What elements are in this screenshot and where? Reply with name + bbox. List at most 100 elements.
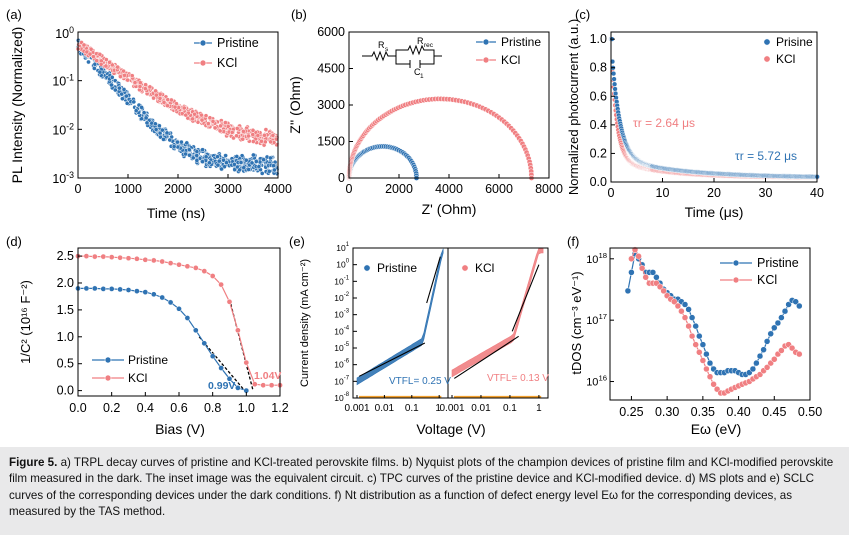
x-axis-label: Time (ns) bbox=[147, 205, 206, 221]
linear-fit-lines bbox=[198, 298, 254, 392]
tick-label: 20 bbox=[707, 186, 721, 200]
circuit-wires bbox=[362, 44, 442, 68]
pristine-point bbox=[175, 139, 180, 145]
legend-label-kcl: KCl bbox=[475, 261, 494, 275]
kcl-point bbox=[778, 347, 785, 354]
kcl-point bbox=[161, 100, 167, 105]
tick-label: 10 bbox=[656, 186, 670, 200]
tick-label: 4000 bbox=[264, 182, 292, 196]
kcl-point bbox=[250, 139, 256, 144]
legend-marker-pristine bbox=[199, 39, 207, 47]
x-axis-label: Eω (eV) bbox=[691, 421, 742, 437]
tick-label: 0.45 bbox=[762, 405, 786, 419]
kcl-points bbox=[75, 40, 280, 148]
pristine-point bbox=[176, 305, 182, 312]
kcl-points bbox=[628, 246, 803, 397]
kcl-point bbox=[176, 261, 182, 268]
legend-label-kcl: KCl bbox=[217, 56, 237, 70]
kcl-points bbox=[75, 253, 283, 389]
legend-label-pristine: Pristine bbox=[128, 353, 168, 367]
tick-label: 100 bbox=[55, 25, 74, 41]
kcl-point bbox=[706, 373, 714, 380]
tick-label: 6000 bbox=[485, 182, 513, 196]
pristine-point bbox=[141, 110, 147, 116]
tick-label: 8000 bbox=[535, 182, 563, 196]
kcl-point bbox=[763, 364, 771, 371]
kcl-point bbox=[218, 123, 223, 129]
circuit-label-c: C bbox=[414, 67, 421, 77]
tick-label: 100 bbox=[336, 259, 349, 270]
fit-line-ohmic bbox=[358, 342, 426, 377]
legend-label-kcl: KCl bbox=[128, 371, 147, 385]
pristine-point bbox=[785, 301, 792, 308]
kcl-point bbox=[142, 256, 149, 263]
kcl-point bbox=[184, 263, 191, 270]
y-axis-label: Current density (mA cm⁻²) bbox=[299, 259, 311, 387]
pristine-point bbox=[681, 301, 689, 308]
tick-label: 0.4 bbox=[590, 118, 607, 132]
pristine-point bbox=[215, 162, 221, 168]
tick-label: 4500 bbox=[317, 62, 345, 76]
pristine-point bbox=[756, 352, 764, 360]
kcl-point bbox=[192, 265, 199, 271]
pristine-point bbox=[121, 87, 127, 92]
axis-ticks: 0.0 0.2 0.4 0.6 0.8 1.0 1.2 0.0 0.5 1.0 1.5 2.0 2.5 bbox=[57, 249, 289, 415]
kcl-point bbox=[183, 112, 189, 118]
legend-label-kcl: KCl bbox=[776, 52, 795, 66]
pristine-point bbox=[184, 140, 190, 146]
pristine-point bbox=[760, 346, 767, 353]
legend-label-kcl: KCl bbox=[501, 53, 520, 67]
pristine-point bbox=[267, 155, 273, 161]
pristine-point bbox=[157, 123, 162, 129]
tick-label: 10-3 bbox=[334, 309, 349, 320]
tick-label: 0.0 bbox=[69, 401, 86, 415]
legend-marker-kcl bbox=[732, 276, 740, 284]
kcl-point bbox=[255, 133, 261, 138]
pristine-point bbox=[112, 87, 118, 93]
tick-label: 1018 bbox=[586, 251, 607, 266]
tick-label: 2.0 bbox=[57, 276, 74, 290]
kcl-point bbox=[217, 128, 223, 134]
kcl-point bbox=[192, 111, 197, 117]
legend: Pristine KCl bbox=[476, 35, 541, 67]
pristine-point bbox=[611, 81, 618, 87]
kcl-line bbox=[78, 255, 280, 386]
kcl-line bbox=[348, 98, 532, 179]
panel-label: (e) bbox=[289, 234, 305, 249]
kcl-point bbox=[121, 68, 126, 74]
tick-label: 0 bbox=[75, 182, 82, 196]
pristine-point bbox=[142, 289, 149, 295]
circuit-label-1: 1 bbox=[420, 73, 424, 80]
kcl-point bbox=[671, 298, 678, 305]
pristine-point bbox=[109, 74, 115, 80]
pristine-point bbox=[150, 291, 157, 298]
plot-frame bbox=[609, 247, 811, 401]
x-axis-label: Bias (V) bbox=[155, 421, 205, 437]
tick-label: 10-1 bbox=[52, 73, 74, 89]
pristine-point bbox=[139, 105, 144, 110]
pristine-point bbox=[706, 359, 714, 367]
tick-label: 3000 bbox=[214, 182, 242, 196]
legend-marker-kcl bbox=[199, 59, 207, 67]
panel-a: (a) 0 1000 2000 3000 4000 100 10-1 10-2 10-3 Pri… bbox=[6, 7, 292, 221]
tick-label: 0 bbox=[608, 186, 615, 200]
inset-equivalent-circuit: R s R rec C 1 bbox=[362, 36, 442, 80]
pristine-point bbox=[235, 385, 241, 391]
kcl-point bbox=[134, 255, 140, 262]
panel-label: (f) bbox=[567, 234, 579, 249]
tick-label: 0.1 bbox=[503, 403, 517, 414]
tick-label: 10-6 bbox=[334, 359, 349, 370]
tick-label: 1 bbox=[435, 403, 441, 414]
circuit-label-r: R bbox=[378, 40, 385, 50]
kcl-point bbox=[87, 51, 93, 57]
pristine-point bbox=[703, 350, 710, 358]
pristine-point bbox=[215, 154, 220, 160]
legend-marker-pristine bbox=[363, 264, 371, 272]
tick-label: 0.0 bbox=[57, 384, 74, 398]
kcl-point bbox=[190, 116, 195, 122]
kcl-point bbox=[172, 104, 178, 110]
kcl-point bbox=[201, 268, 208, 274]
pristine-point bbox=[763, 338, 771, 345]
kcl-point bbox=[167, 260, 174, 266]
tick-label: 1.2 bbox=[271, 401, 288, 415]
